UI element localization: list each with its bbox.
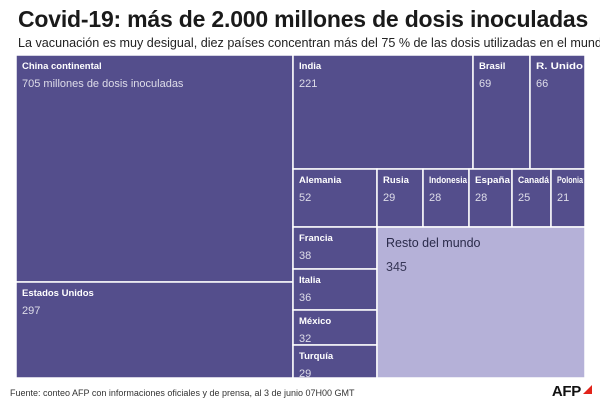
- treemap-rect-francia: [292, 226, 378, 270]
- treemap-cell-espana: España 28: [468, 168, 513, 228]
- treemap-cell-mexico: México 32: [292, 309, 378, 346]
- treemap-value-canada: 25: [518, 192, 530, 204]
- treemap-cell-turquia: Turquía 29: [292, 344, 378, 380]
- treemap-label-india: India: [299, 61, 322, 72]
- treemap-label-mexico: México: [299, 316, 331, 327]
- treemap-cell-canada: Canadá 25: [511, 168, 552, 228]
- treemap-label-r-unido: R. Unido: [536, 61, 583, 72]
- treemap-value-turquia: 29: [299, 368, 311, 380]
- treemap-rect-polonia: [550, 168, 586, 228]
- treemap-cell-francia: Francia 38: [292, 226, 378, 270]
- treemap-value-r-unido: 66: [536, 78, 548, 90]
- treemap-rect-india: [292, 54, 474, 170]
- treemap-label-francia: Francia: [299, 233, 334, 244]
- treemap-value-brasil: 69: [479, 78, 491, 90]
- treemap-cell-brasil: Brasil 69: [472, 54, 531, 170]
- source-note: Fuente: conteo AFP con informaciones ofi…: [10, 388, 355, 398]
- treemap-value-india: 221: [299, 78, 317, 90]
- afp-logo-mark-icon: [583, 384, 592, 394]
- treemap-rect-turquia: [292, 344, 378, 379]
- treemap-cell-rusia: Rusia 29: [376, 168, 424, 228]
- treemap-value-mexico: 32: [299, 333, 311, 345]
- treemap-cell-polonia: Polonia 21: [550, 168, 586, 228]
- treemap-value-francia: 38: [299, 250, 311, 262]
- chart-title: Covid-19: más de 2.000 millones de dosis…: [18, 6, 589, 32]
- treemap-cell-india: India 221: [292, 54, 474, 170]
- treemap-label-rusia: Rusia: [383, 175, 410, 186]
- treemap-label-brasil: Brasil: [479, 61, 505, 72]
- treemap-label-italia: Italia: [299, 275, 321, 286]
- treemap-label-resto-del-mundo: Resto del mundo: [386, 236, 481, 250]
- treemap-cell-china-continental: China continental 705 millones de dosis i…: [15, 54, 294, 283]
- treemap-label-polonia: Polonia: [557, 175, 584, 186]
- treemap-rect-r-unido: [529, 54, 586, 170]
- treemap-value-estados-unidos: 297: [22, 305, 40, 317]
- treemap-value-china-continental: 705 millones de dosis inoculadas: [22, 78, 184, 90]
- treemap-label-indonesia: Indonesia: [429, 175, 468, 186]
- treemap-rect-brasil: [472, 54, 531, 170]
- treemap-cell-italia: Italia 36: [292, 268, 378, 311]
- treemap-value-polonia: 21: [557, 192, 569, 204]
- treemap-value-rusia: 29: [383, 192, 395, 204]
- treemap-cell-estados-unidos: Estados Unidos 297: [15, 281, 294, 379]
- treemap-label-espana: España: [475, 175, 511, 186]
- treemap-label-china-continental: China continental: [22, 61, 102, 72]
- treemap-value-indonesia: 28: [429, 192, 441, 204]
- treemap-rect-italia: [292, 268, 378, 311]
- treemap-value-italia: 36: [299, 292, 311, 304]
- treemap-label-turquia: Turquía: [299, 351, 334, 362]
- treemap-value-alemania: 52: [299, 192, 311, 204]
- treemap-value-espana: 28: [475, 192, 487, 204]
- treemap-cell-alemania: Alemania 52: [292, 168, 378, 228]
- treemap-value-resto-del-mundo: 345: [386, 260, 407, 274]
- treemap-rect-china-continental: [15, 54, 294, 283]
- treemap-label-canada: Canadá: [518, 175, 550, 186]
- treemap-cell-indonesia: Indonesia 28: [422, 168, 470, 228]
- afp-logo: AFP: [552, 381, 592, 401]
- treemap-rect-resto-del-mundo: [376, 226, 586, 379]
- chart-subtitle: La vacunación es muy desigual, diez país…: [18, 36, 600, 50]
- treemap-cell-r-unido: R. Unido 66: [529, 54, 586, 170]
- treemap-cell-resto-del-mundo: Resto del mundo 345: [376, 226, 586, 379]
- treemap-label-estados-unidos: Estados Unidos: [22, 288, 94, 299]
- afp-logo-text: AFP: [551, 382, 581, 400]
- treemap-label-alemania: Alemania: [299, 175, 342, 186]
